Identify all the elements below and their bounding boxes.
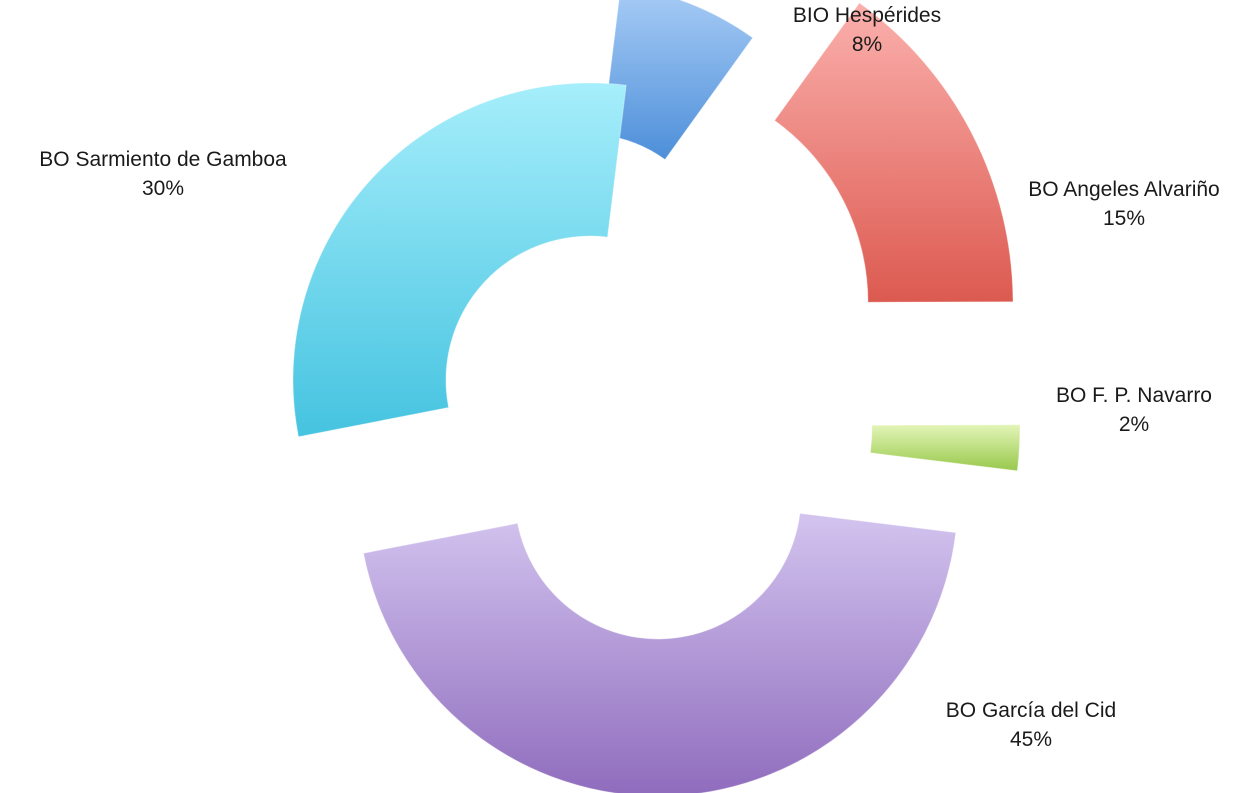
slice-value-label: 45%: [1010, 728, 1052, 751]
slice-value-label: 2%: [1119, 413, 1149, 436]
slice-value-label: 30%: [142, 177, 184, 200]
slice-label: BO Sarmiento de Gamboa: [39, 148, 287, 171]
slices-layer: [292, 0, 1021, 793]
slice-label: BIO Hespérides: [793, 4, 941, 27]
slice-label: BO Angeles Alvariño: [1028, 178, 1219, 201]
slice-bo-garc-a-del-cid: [362, 512, 957, 793]
slice-label: BO García del Cid: [946, 699, 1116, 722]
slice-bo-angeles-alvari-o: [773, 2, 1014, 303]
slice-bio-hesp-rides: [601, 0, 754, 161]
slice-value-label: 15%: [1103, 207, 1145, 230]
labels-layer: BIO Hespérides 8% BO Angeles Alvariño 15% BO…: [39, 4, 1219, 751]
slice-label: BO F. P. Navarro: [1056, 384, 1212, 407]
slice-bo-sarmiento-de-gamboa: [292, 82, 627, 438]
slice-value-label: 8%: [852, 33, 882, 56]
slice-bo-f-p-navarro: [869, 424, 1021, 472]
